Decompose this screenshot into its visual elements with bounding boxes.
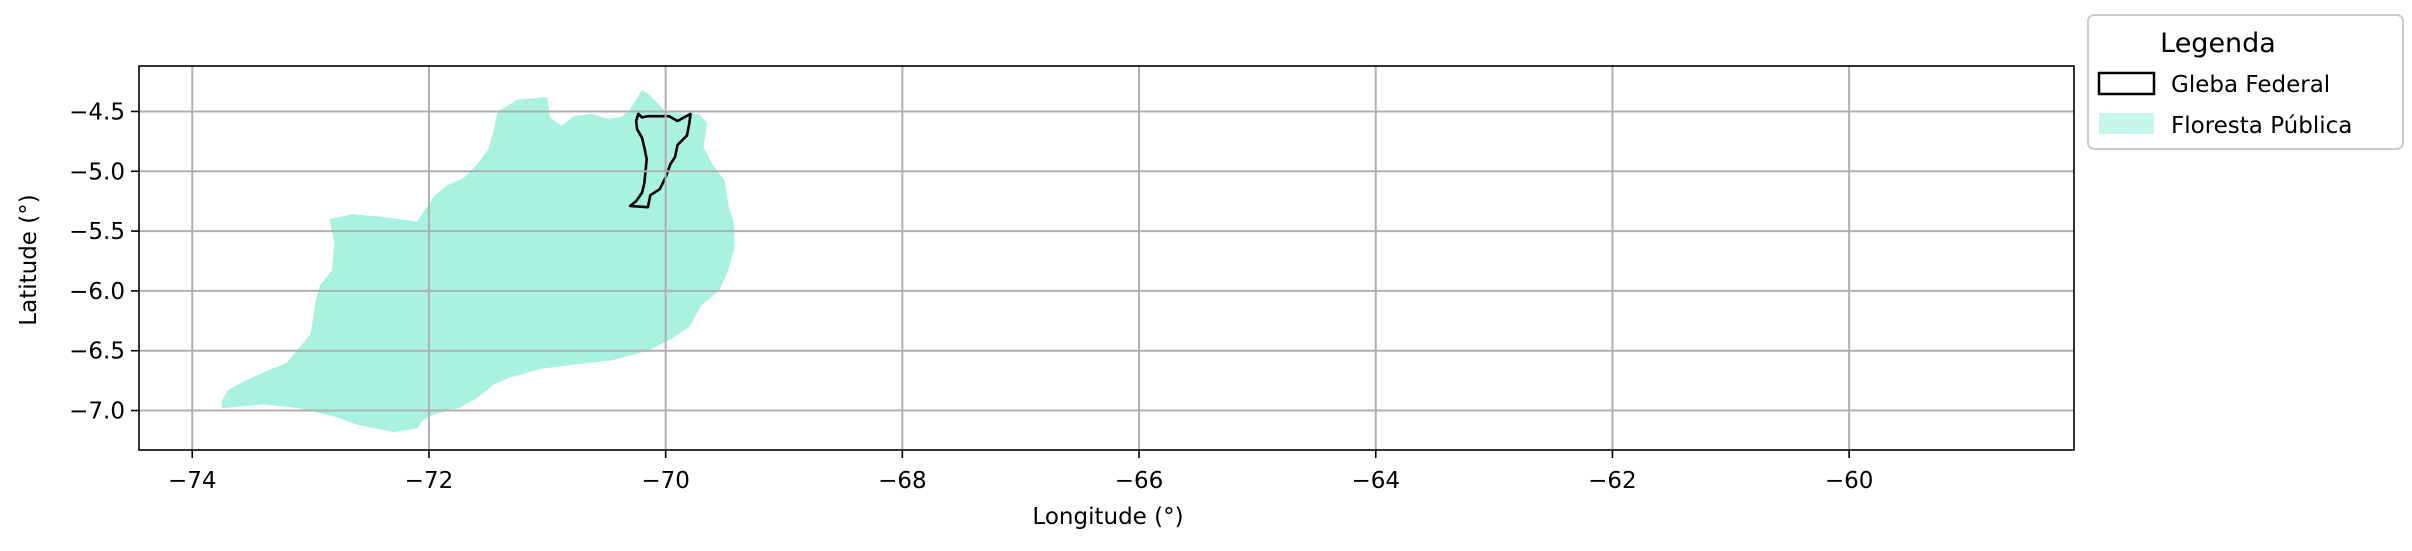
y-tick-label: −5.0: [69, 159, 125, 185]
y-axis-label: Latitude (°): [16, 194, 42, 325]
y-tick-label: −6.5: [69, 339, 125, 365]
x-tick-label: −62: [1588, 468, 1637, 494]
legend-title: Legenda: [2160, 28, 2276, 59]
y-tick-label: −5.5: [69, 219, 125, 245]
legend-swatch-floresta-publica: [2099, 113, 2154, 134]
polygon-floresta-publica: [221, 89, 735, 433]
x-tick-label: −64: [1351, 468, 1400, 494]
x-tick-label: −74: [168, 468, 217, 494]
x-tick-label: −66: [1115, 468, 1164, 494]
legend: Legenda Gleba Federal Floresta Pública: [2087, 14, 2404, 150]
x-tick-label: −70: [641, 468, 690, 494]
x-tick-label: −68: [878, 468, 927, 494]
axes-layer: −74 −72 −70 −68 −66 −64 −62 −60 −4.5 −5.0 −5.5 −6.0…: [69, 65, 2075, 494]
y-tick-label: −7.0: [69, 399, 125, 425]
x-axis-label: Longitude (°): [1032, 504, 1183, 530]
legend-label-floresta-publica: Floresta Pública: [2171, 113, 2352, 139]
y-tick-label: −4.5: [69, 99, 125, 125]
legend-frame: [2087, 14, 2404, 150]
legend-swatch-gleba-federal: [2097, 71, 2156, 96]
x-tick-label: −72: [405, 468, 454, 494]
axes-frame: [138, 65, 2075, 451]
y-tick-label: −6.0: [69, 279, 125, 305]
legend-label-gleba-federal: Gleba Federal: [2171, 72, 2330, 98]
x-tick-label: −60: [1825, 468, 1874, 494]
